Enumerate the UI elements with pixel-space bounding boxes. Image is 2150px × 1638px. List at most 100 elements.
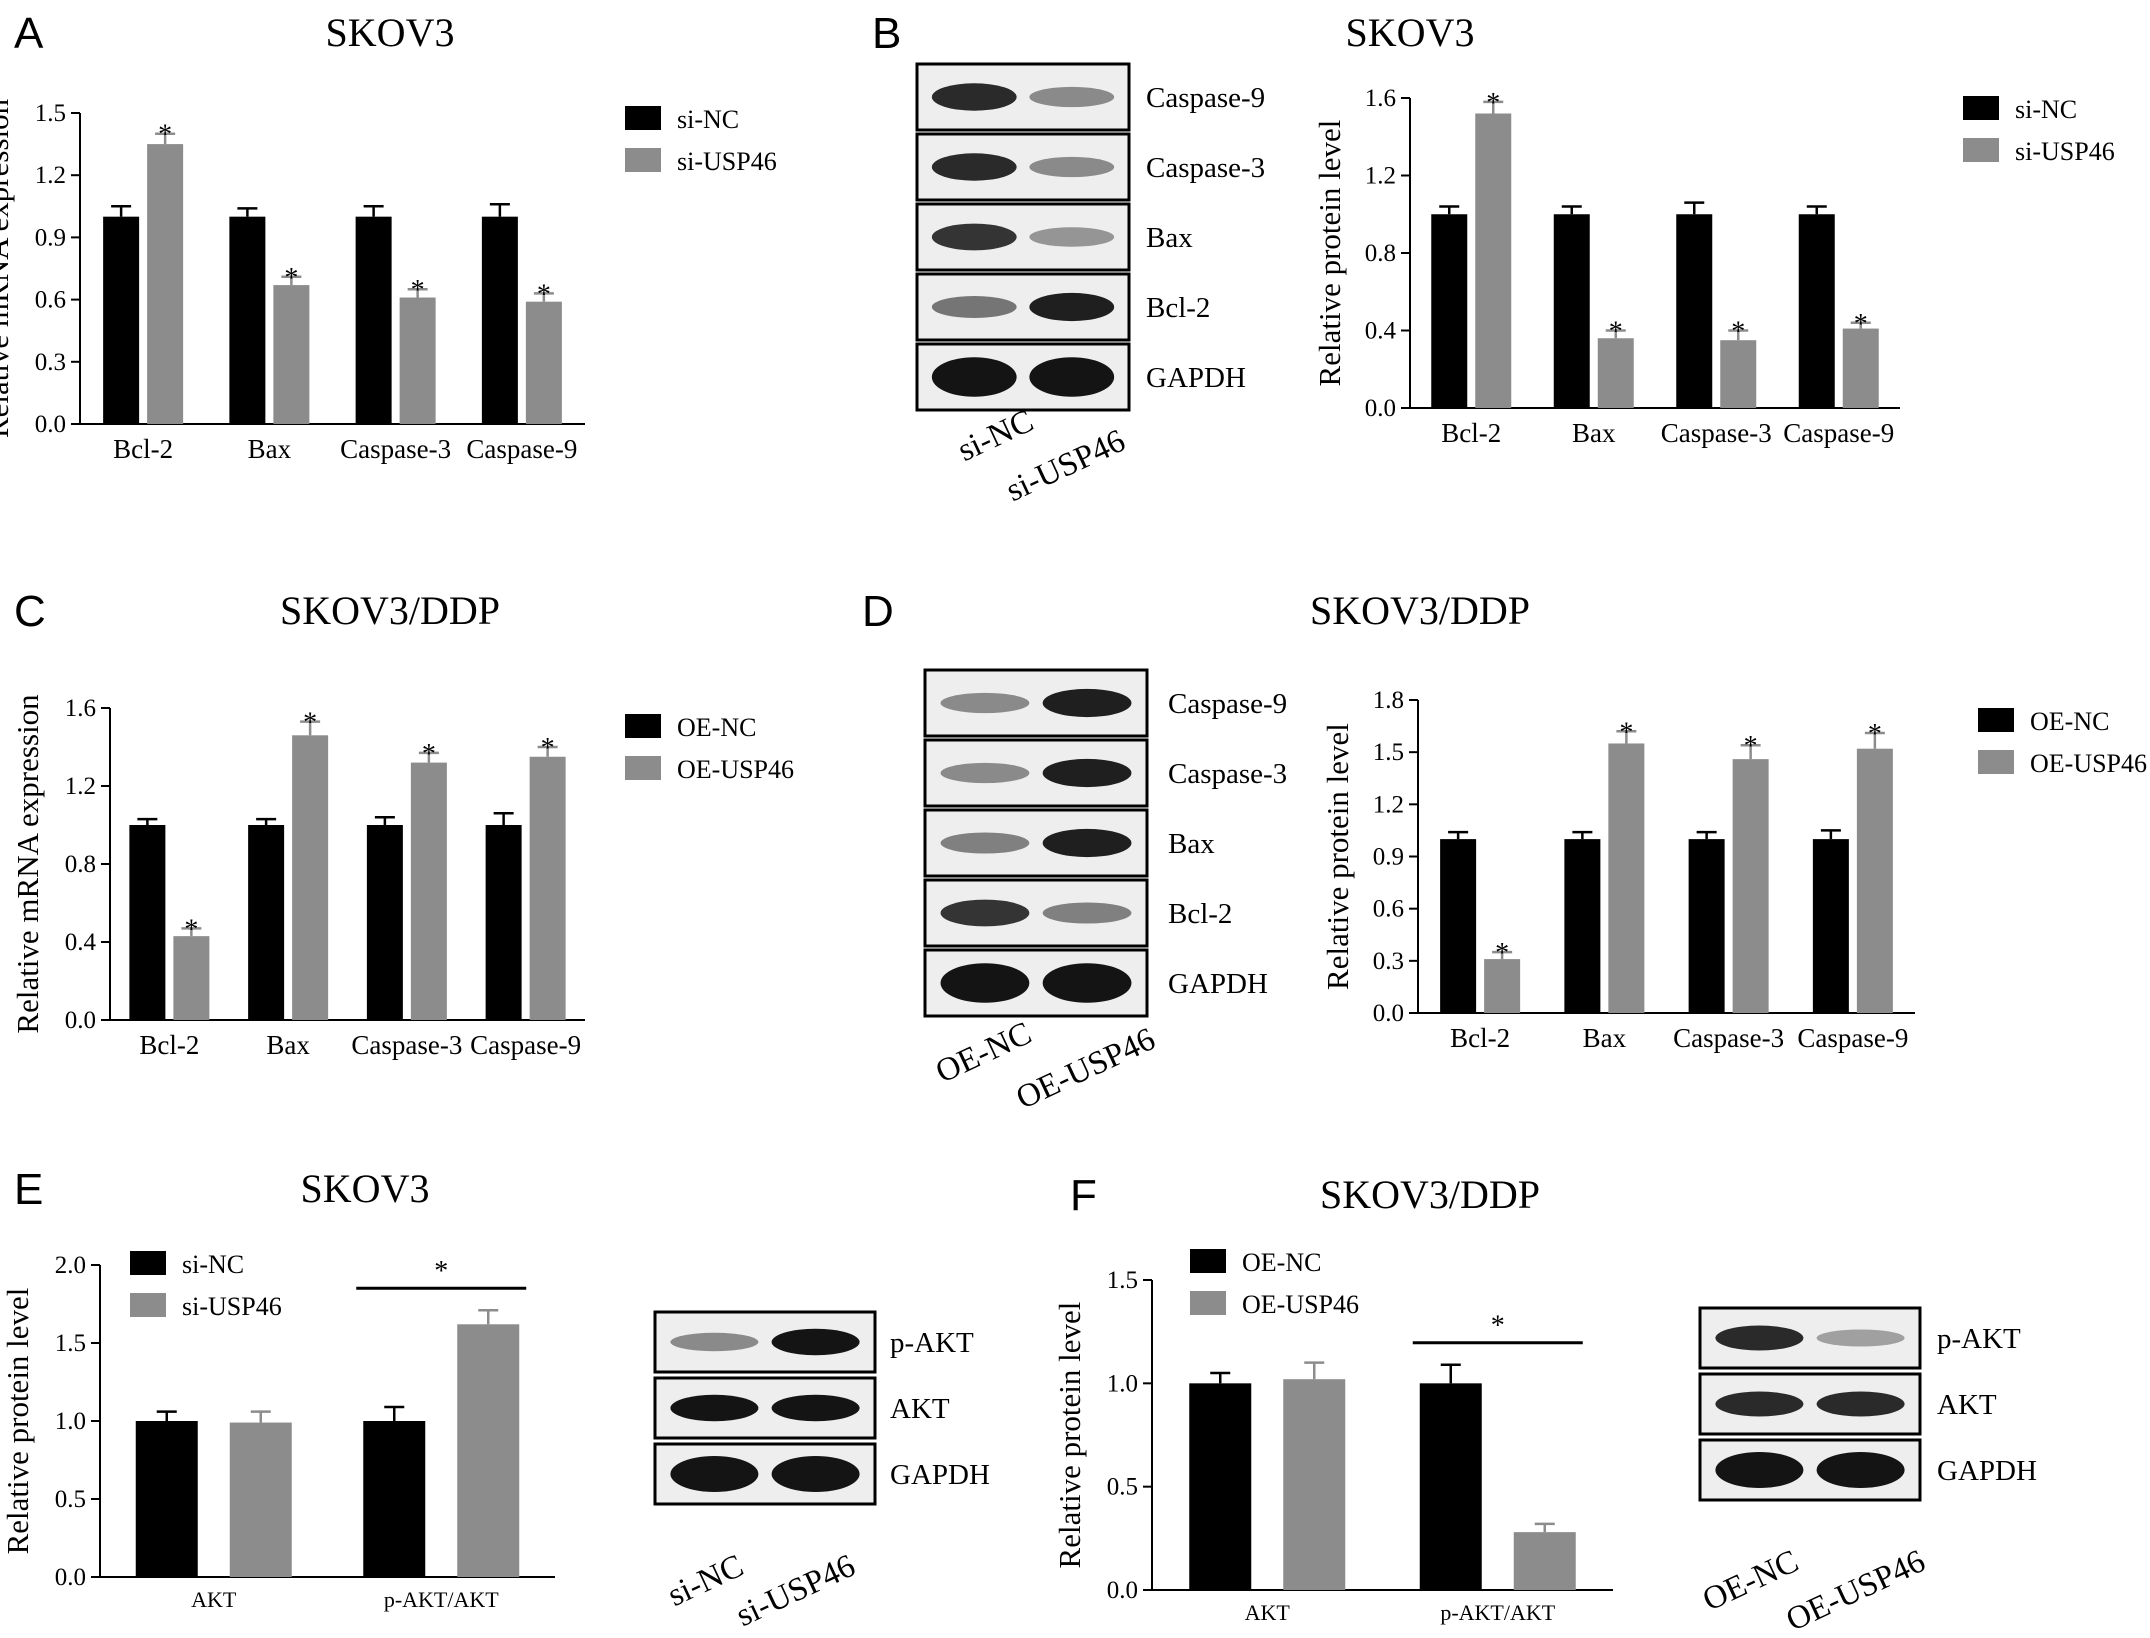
blot-band: [931, 153, 1017, 181]
y-axis-label: Relative mRNA expression: [10, 694, 45, 1034]
significance-star: *: [1495, 938, 1509, 969]
title-c: SKOV3/DDP: [280, 588, 500, 633]
blot-band-label: Bcl-2: [1168, 898, 1232, 930]
bar: [1475, 113, 1512, 408]
legend-label: OE-NC: [2030, 707, 2109, 736]
y-tick-label: 0.8: [1365, 240, 1396, 267]
bar: [229, 216, 266, 424]
x-tick-label: Bcl-2: [1441, 418, 1501, 448]
y-tick-label: 0.4: [1365, 318, 1397, 345]
blot-band-label: Caspase-9: [1168, 688, 1287, 720]
bar: [1189, 1383, 1252, 1590]
chart-a: 0.0 0.3 0.6 0.9 1.2 1.5 Relative mRNA expressi…: [0, 98, 777, 464]
bar: [525, 301, 562, 424]
blot-band-label: GAPDH: [890, 1459, 990, 1491]
bar: [1676, 214, 1713, 408]
y-tick-label: 1.2: [35, 162, 66, 189]
bar: [1440, 839, 1477, 1013]
blot-band: [1816, 1329, 1905, 1347]
blot-band: [940, 963, 1030, 1003]
significance-star: *: [541, 733, 555, 764]
y-tick-label: 0.0: [1107, 1577, 1138, 1604]
bar: [399, 297, 436, 424]
blot-band-label: Bax: [1168, 828, 1215, 860]
blot-band: [1029, 86, 1115, 108]
bar: [410, 762, 447, 1020]
y-tick-label: 0.0: [55, 1564, 86, 1591]
x-tick-label: Bax: [266, 1030, 310, 1060]
bar: [1564, 839, 1601, 1013]
y-tick-label: 1.5: [1107, 1267, 1138, 1294]
blot-band: [771, 1456, 860, 1492]
significance-star: *: [1491, 1311, 1505, 1342]
legend-label: si-USP46: [2015, 137, 2115, 166]
y-axis-label: Relative mRNA expression: [0, 98, 15, 438]
y-tick-label: 0.0: [35, 411, 66, 438]
blot-band: [1042, 758, 1132, 788]
bar: [1419, 1383, 1482, 1590]
x-tick-label: Caspase-9: [1797, 1023, 1908, 1053]
y-tick-label: 0.3: [35, 349, 66, 376]
blot-band: [931, 223, 1017, 251]
y-tick-label: 0.6: [35, 287, 66, 314]
legend-label: si-NC: [677, 105, 739, 134]
y-tick-label: 1.0: [55, 1408, 86, 1435]
y-tick-label: 1.6: [65, 695, 96, 722]
y-tick-label: 0.9: [1373, 844, 1404, 871]
x-tick-label: Bcl-2: [139, 1030, 199, 1060]
significance-star: *: [434, 1256, 448, 1287]
y-axis-label: Relative protein level: [1312, 120, 1347, 387]
blot-band: [1042, 963, 1132, 1003]
blot-band-label: Bcl-2: [1146, 292, 1210, 324]
y-tick-label: 0.9: [35, 224, 66, 251]
blot-band: [670, 1332, 759, 1352]
blot-band: [1029, 227, 1115, 247]
legend-label: OE-NC: [1242, 1248, 1321, 1277]
y-tick-label: 0.6: [1373, 896, 1404, 923]
legend-label: si-USP46: [677, 147, 777, 176]
x-tick-label: Caspase-3: [1673, 1023, 1784, 1053]
x-tick-label: Bax: [248, 434, 292, 464]
bar: [1283, 1379, 1346, 1590]
x-tick-label: Bcl-2: [1450, 1023, 1510, 1053]
blot-band-label: GAPDH: [1937, 1455, 2037, 1487]
western-blot-d: Caspase-9Caspase-3BaxBcl-2GAPDHOE-NCOE-U…: [923, 668, 1287, 1117]
blot-band: [931, 83, 1017, 111]
significance-star: *: [284, 263, 298, 294]
blot-band: [771, 1394, 860, 1422]
panel-label-d: D: [862, 587, 894, 636]
bar: [273, 285, 310, 424]
title-d: SKOV3/DDP: [1310, 588, 1530, 633]
bar: [1842, 328, 1879, 408]
blot-band: [931, 296, 1017, 318]
y-tick-label: 1.5: [35, 100, 66, 127]
western-blot-b: Caspase-9Caspase-3BaxBcl-2GAPDHsi-NCsi-U…: [915, 62, 1265, 509]
blot-band-label: p-AKT: [1937, 1323, 2021, 1355]
y-tick-label: 0.0: [65, 1007, 96, 1034]
legend-swatch: [1963, 138, 1999, 162]
y-axis-label: Relative protein level: [1052, 1302, 1087, 1569]
title-a: SKOV3: [326, 10, 455, 55]
blot-band: [670, 1394, 759, 1422]
blot-band: [1042, 688, 1132, 718]
bar: [485, 825, 522, 1020]
blot-band-label: Caspase-3: [1146, 152, 1265, 184]
chart-f: 0.0 0.5 1.0 1.5 Relative protein level AKT p-A…: [1052, 1248, 1613, 1625]
x-tick-label: p-AKT/AKT: [1440, 1600, 1555, 1625]
bar: [1720, 340, 1757, 408]
blot-band: [1029, 292, 1115, 322]
significance-star: *: [1609, 317, 1623, 348]
x-tick-label: Bcl-2: [113, 434, 173, 464]
panel-label-a: A: [14, 9, 44, 58]
bar: [1688, 839, 1725, 1013]
x-tick-label: Bax: [1583, 1023, 1627, 1053]
blot-band-label: GAPDH: [1168, 968, 1268, 1000]
panel-label-f: F: [1070, 1171, 1097, 1220]
title-e: SKOV3: [301, 1166, 430, 1211]
y-tick-label: 0.5: [1107, 1474, 1138, 1501]
legend-label: OE-NC: [677, 713, 756, 742]
legend-swatch: [130, 1251, 166, 1275]
y-tick-label: 0.8: [65, 851, 96, 878]
title-f: SKOV3/DDP: [1320, 1172, 1540, 1217]
y-tick-label: 1.5: [55, 1330, 86, 1357]
